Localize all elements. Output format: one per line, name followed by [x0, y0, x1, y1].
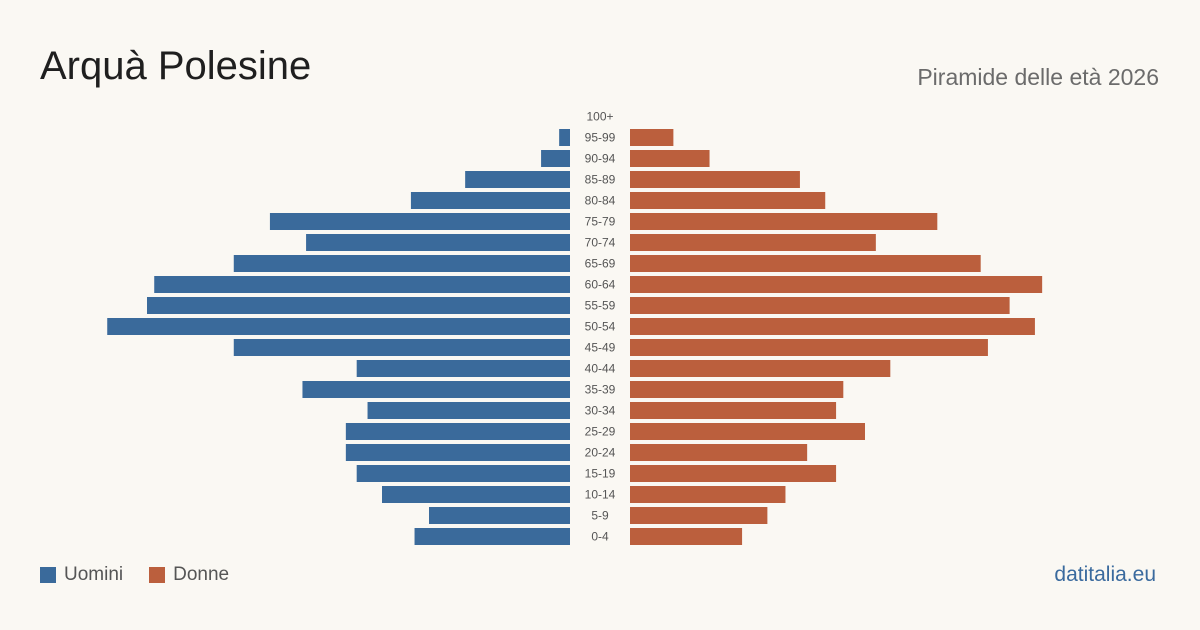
age-label-5-9: 5-9 [591, 509, 609, 523]
age-label-15-19: 15-19 [585, 467, 616, 481]
bar-men-55-59 [147, 297, 570, 314]
bar-women-5-9 [630, 507, 768, 524]
chart-legend: Uomini Donne [40, 564, 255, 586]
bar-men-0-4 [414, 528, 570, 545]
age-label-40-44: 40-44 [585, 362, 616, 376]
bar-men-20-24 [345, 444, 570, 461]
bar-women-90-94 [630, 150, 710, 167]
bar-men-70-74 [306, 234, 570, 251]
age-label-45-49: 45-49 [585, 341, 616, 355]
age-label-70-74: 70-74 [585, 236, 616, 250]
bar-women-10-14 [630, 486, 786, 503]
bar-men-45-49 [233, 339, 570, 356]
bar-women-85-89 [630, 171, 800, 188]
age-label-20-24: 20-24 [585, 446, 616, 460]
age-label-10-14: 10-14 [585, 488, 616, 502]
legend-swatch-men [40, 567, 56, 583]
age-label-100plus: 100+ [586, 110, 613, 124]
age-label-50-54: 50-54 [585, 320, 616, 334]
age-label-60-64: 60-64 [585, 278, 616, 292]
bar-women-80-84 [630, 192, 826, 209]
bar-women-20-24 [630, 444, 808, 461]
brand-link[interactable]: datitalia.eu [1054, 563, 1156, 586]
page-title: Arquà Polesine [40, 44, 312, 88]
age-label-80-84: 80-84 [585, 194, 616, 208]
bar-women-15-19 [630, 465, 837, 482]
age-label-85-89: 85-89 [585, 173, 616, 187]
women-bars [630, 129, 1043, 545]
bar-women-35-39 [630, 381, 844, 398]
bar-women-95-99 [630, 129, 674, 146]
bar-men-5-9 [429, 507, 570, 524]
bar-men-60-64 [154, 276, 570, 293]
bar-women-65-69 [630, 255, 981, 272]
age-label-30-34: 30-34 [585, 404, 616, 418]
legend-label-men: Uomini [64, 564, 124, 585]
age-label-90-94: 90-94 [585, 152, 616, 166]
bar-men-40-44 [356, 360, 570, 377]
bar-women-45-49 [630, 339, 988, 356]
bar-men-90-94 [541, 150, 570, 167]
bar-women-25-29 [630, 423, 865, 440]
age-label-25-29: 25-29 [585, 425, 616, 439]
bar-men-15-19 [356, 465, 570, 482]
men-bars [107, 129, 570, 545]
chart-subtitle: Piramide delle età 2026 [917, 64, 1159, 90]
legend-item-men: Uomini [40, 564, 123, 586]
bar-men-50-54 [107, 318, 570, 335]
bar-men-35-39 [302, 381, 570, 398]
population-pyramid-chart: 100+ 95-99 90-94 85-89 80-84 75-79 70-74 65-69 6… [107, 110, 1043, 545]
bar-men-80-84 [410, 192, 570, 209]
bar-women-40-44 [630, 360, 891, 377]
bar-women-70-74 [630, 234, 876, 251]
bar-men-25-29 [345, 423, 570, 440]
bar-women-0-4 [630, 528, 743, 545]
age-label-55-59: 55-59 [585, 299, 616, 313]
age-label-0-4: 0-4 [591, 530, 609, 544]
legend-item-women: Donne [149, 564, 229, 586]
age-label-35-39: 35-39 [585, 383, 616, 397]
bar-men-30-34 [367, 402, 570, 419]
bar-women-75-79 [630, 213, 938, 230]
legend-label-women: Donne [173, 564, 230, 585]
age-label-75-79: 75-79 [585, 215, 616, 229]
bar-men-75-79 [269, 213, 570, 230]
bar-women-60-64 [630, 276, 1043, 293]
age-label-95-99: 95-99 [585, 131, 616, 145]
bar-men-10-14 [382, 486, 570, 503]
legend-swatch-women [149, 567, 166, 583]
bar-men-95-99 [559, 129, 570, 146]
bar-men-85-89 [465, 171, 570, 188]
bar-women-30-34 [630, 402, 837, 419]
age-label-65-69: 65-69 [585, 257, 616, 271]
bar-men-65-69 [233, 255, 570, 272]
bar-women-50-54 [630, 318, 1035, 335]
bar-women-55-59 [630, 297, 1010, 314]
age-labels: 100+ 95-99 90-94 85-89 80-84 75-79 70-74 65-69 6… [585, 110, 616, 544]
